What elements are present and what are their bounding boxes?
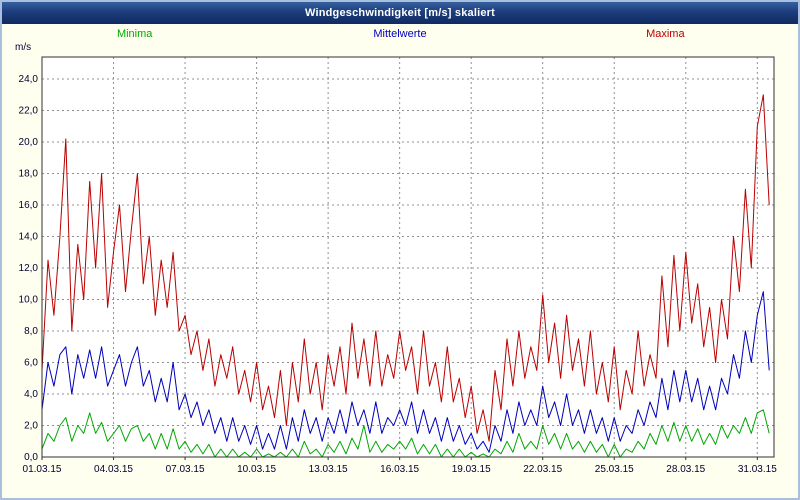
svg-text:10,0: 10,0 <box>19 295 39 306</box>
legend-item-minima: Minima <box>116 28 153 40</box>
svg-text:18,0: 18,0 <box>19 169 39 180</box>
svg-text:31.03.15: 31.03.15 <box>738 464 777 475</box>
svg-text:4,0: 4,0 <box>24 389 38 400</box>
svg-text:13.03.15: 13.03.15 <box>309 464 348 475</box>
svg-text:24,0: 24,0 <box>19 74 39 85</box>
svg-text:20,0: 20,0 <box>19 137 39 148</box>
svg-text:16.03.15: 16.03.15 <box>380 464 419 475</box>
page-title: Windgeschwindigkeit [m/s] skaliert <box>304 7 496 19</box>
legend-item-mittelwerte: Mittelwerte <box>373 28 427 40</box>
y-axis-unit-label: m/s <box>15 42 32 53</box>
svg-text:0,0: 0,0 <box>24 452 38 463</box>
svg-text:6,0: 6,0 <box>24 358 38 369</box>
svg-text:01.03.15: 01.03.15 <box>23 464 62 475</box>
svg-text:19.03.15: 19.03.15 <box>452 464 491 475</box>
legend: Minima Mittelwerte Maxima <box>2 28 798 43</box>
svg-text:2,0: 2,0 <box>24 421 38 432</box>
legend-item-maxima: Maxima <box>646 28 685 40</box>
svg-text:22,0: 22,0 <box>19 106 39 117</box>
svg-text:10.03.15: 10.03.15 <box>237 464 276 475</box>
svg-text:14,0: 14,0 <box>19 232 39 243</box>
svg-text:28.03.15: 28.03.15 <box>666 464 705 475</box>
svg-text:8,0: 8,0 <box>24 326 38 337</box>
svg-text:07.03.15: 07.03.15 <box>166 464 205 475</box>
svg-text:12,0: 12,0 <box>19 263 39 274</box>
svg-text:22.03.15: 22.03.15 <box>523 464 562 475</box>
chart-canvas: 24,0 22,0 20,0 18,0 16,0 14,0 12,0 10,0 8,0 6,0 4,… <box>19 56 777 475</box>
svg-text:04.03.15: 04.03.15 <box>94 464 133 475</box>
svg-text:25.03.15: 25.03.15 <box>595 464 634 475</box>
svg-text:16,0: 16,0 <box>19 200 39 211</box>
title-bar: Windgeschwindigkeit [m/s] skaliert <box>2 2 798 24</box>
